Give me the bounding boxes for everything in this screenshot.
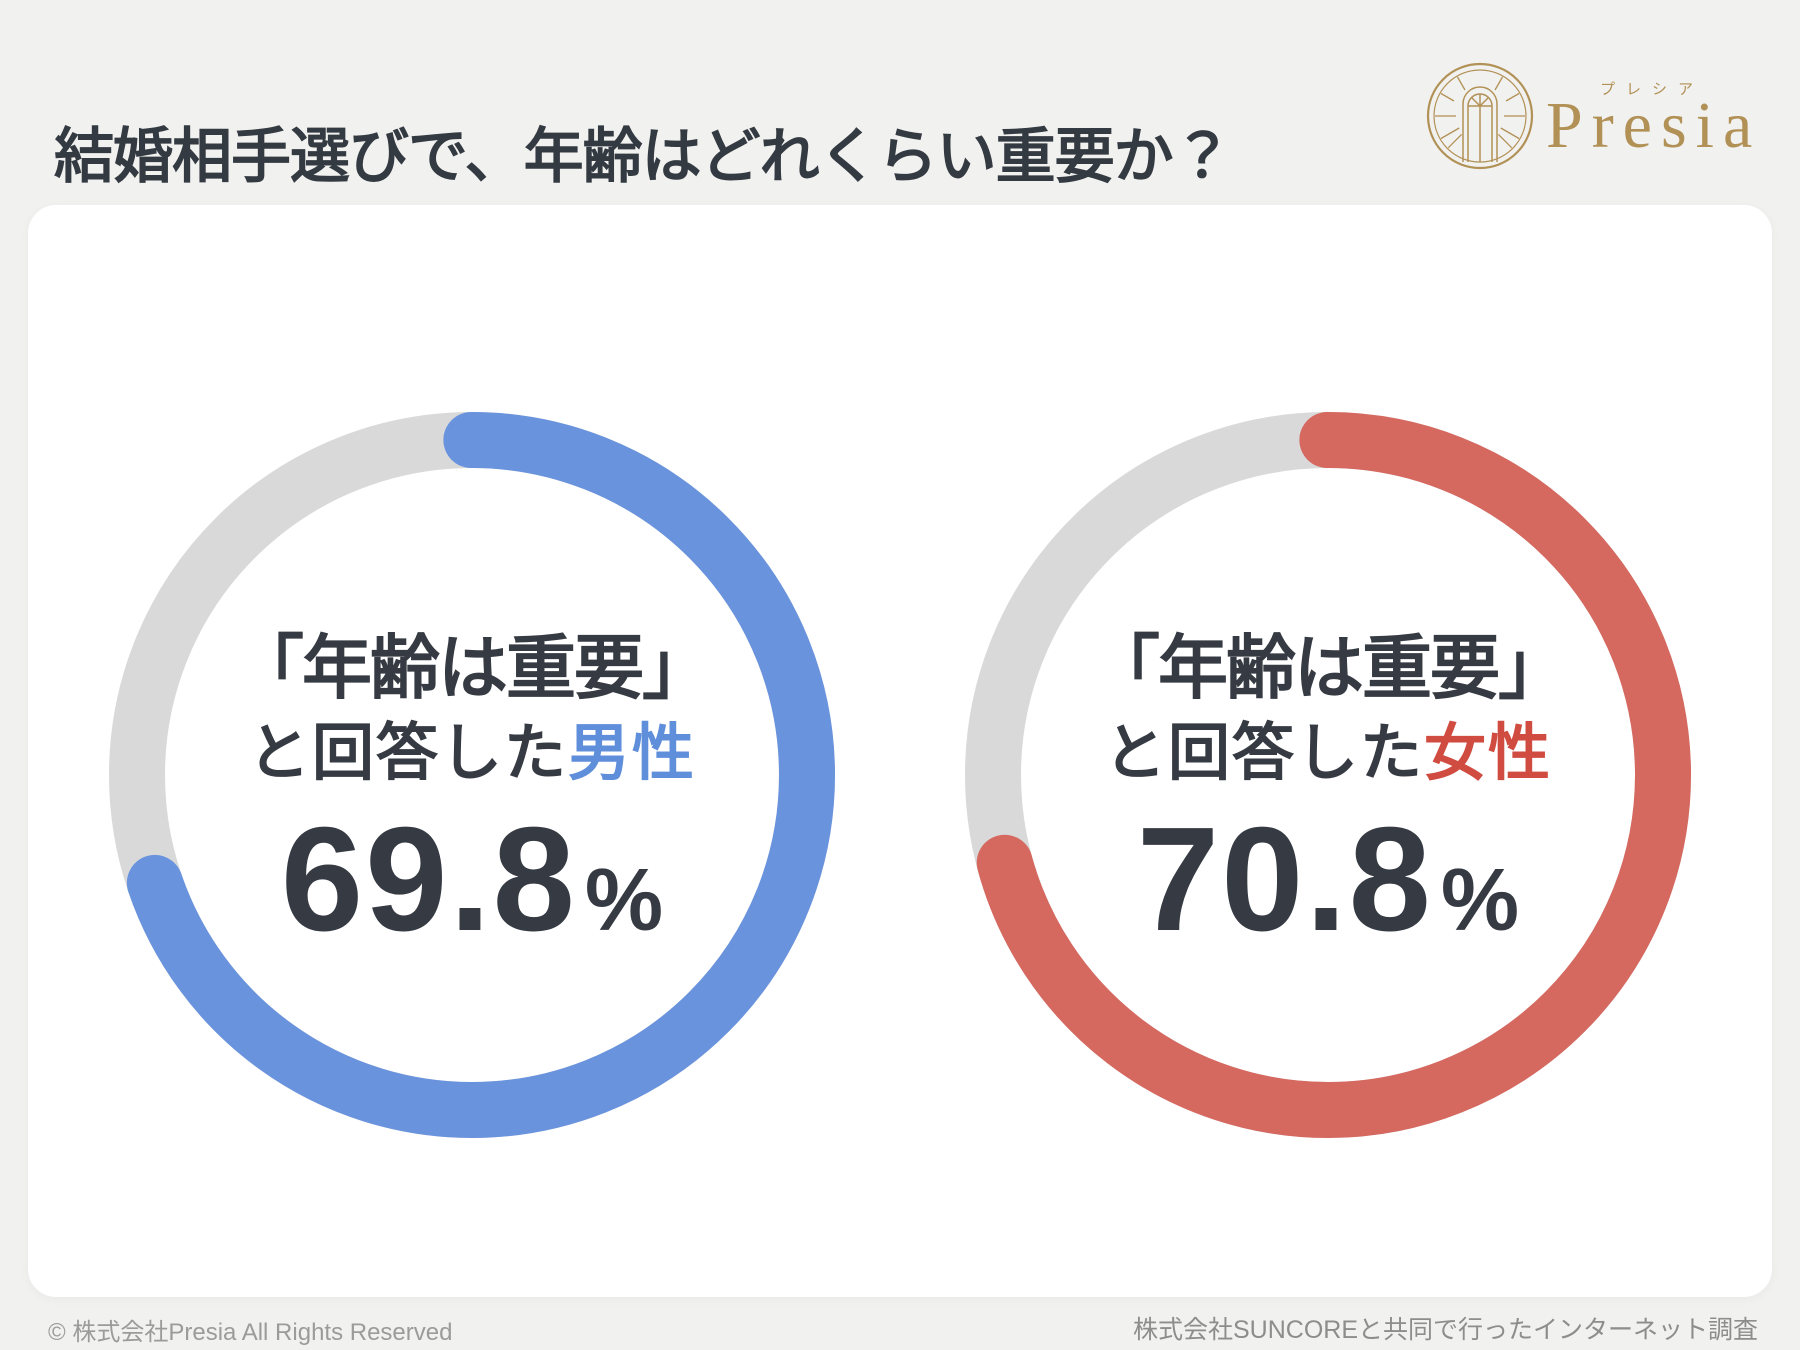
donut-arc [109, 412, 835, 1138]
page-title: 結婚相手選びで、年齢はどれくらい重要か？ [54, 123, 1233, 191]
presia-window-icon [1426, 62, 1534, 170]
donut-female-label-line2: と回答した女性 [1104, 721, 1552, 786]
donut-female-unit: % [1440, 850, 1520, 950]
donut-male-label-highlight: 男性 [568, 719, 697, 789]
donut-female-label-line1: 「年齢は重要」 [1090, 628, 1568, 707]
donut-male-value: 69.8 [280, 797, 577, 963]
donut-male-value-row: 69.8 % [281, 806, 663, 954]
survey-source-text: 株式会社SUNCOREと共同で行ったインターネット調査 [1132, 1316, 1758, 1344]
logo-ruby: プレシア [1600, 81, 1705, 98]
donut-male-label-prefix: と回答した [247, 719, 568, 789]
donut-female: 「年齢は重要」 と回答した女性 70.8 % [963, 410, 1693, 1140]
donut-male-label-line2: と回答した男性 [248, 721, 696, 786]
donut-male-unit: % [584, 850, 664, 950]
presia-logo: プレシア Presia [1424, 58, 1784, 178]
logo-wordmark: Presia [1546, 89, 1762, 162]
donut-female-value-row: 70.8 % [1137, 806, 1519, 954]
donut-female-label: 「年齢は重要」 と回答した女性 70.8 % [963, 410, 1693, 1140]
donut-male: 「年齢は重要」 と回答した男性 69.8 % [107, 410, 837, 1140]
donut-arc [965, 412, 1691, 1138]
copyright-text: © 株式会社Presia All Rights Reserved [48, 1319, 453, 1346]
donut-female-label-prefix: と回答した [1103, 719, 1424, 789]
donut-female-label-highlight: 女性 [1424, 719, 1553, 789]
donut-female-value: 70.8 [1136, 797, 1433, 963]
donut-male-label-line1: 「年齢は重要」 [234, 628, 712, 707]
donut-male-label: 「年齢は重要」 と回答した男性 69.8 % [107, 410, 837, 1140]
chart-card [28, 205, 1772, 1297]
donut-female-gauge [965, 412, 1691, 1138]
donut-male-gauge [109, 412, 835, 1138]
